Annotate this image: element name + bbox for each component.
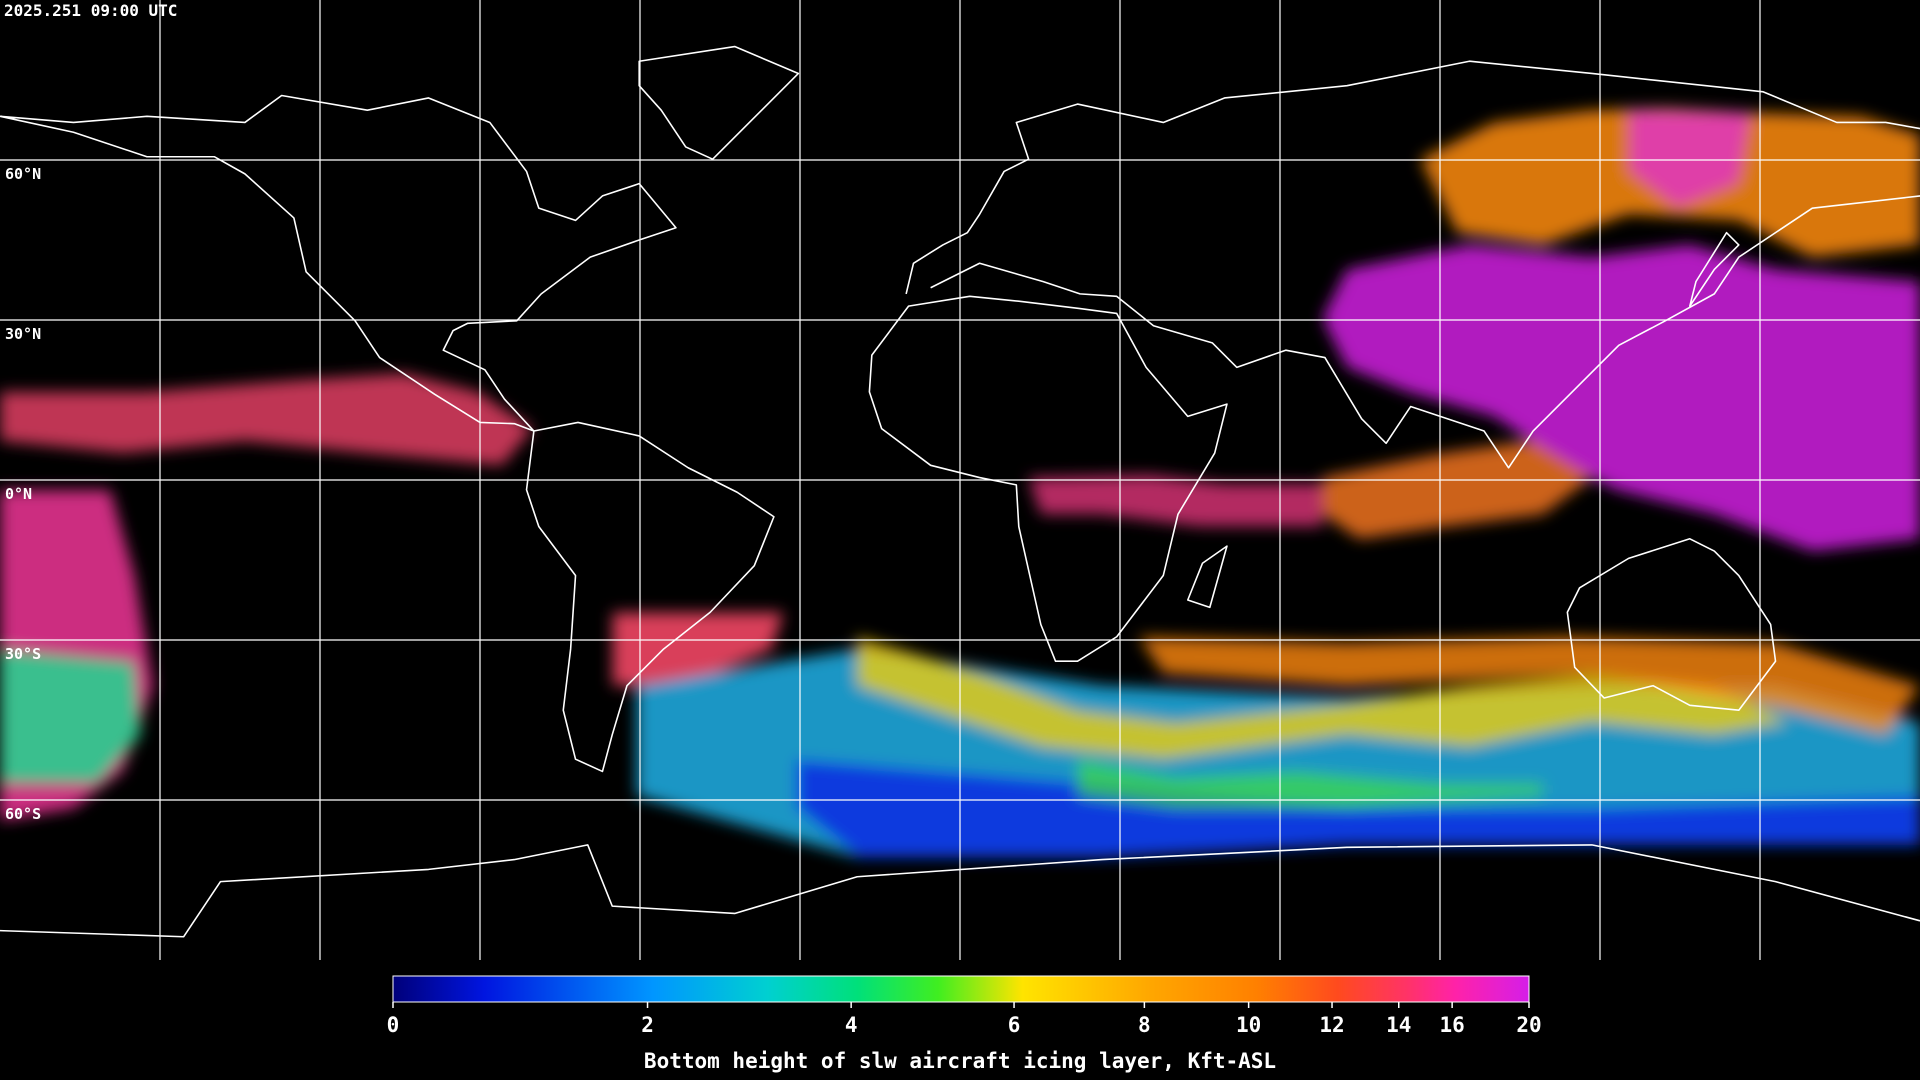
colorbar-tick-label: 0 <box>387 1013 400 1037</box>
latitude-label: 30°N <box>5 325 41 343</box>
colorbar-tick-label: 4 <box>845 1013 858 1037</box>
colorbar-tick-label: 8 <box>1138 1013 1151 1037</box>
colorbar-title: Bottom height of slw aircraft icing laye… <box>644 1049 1276 1073</box>
timestamp: 2025.251 09:00 UTC <box>4 1 177 20</box>
coastlines <box>0 45 1920 938</box>
colorbar-ticks: 0 2 4 6 8 10 12 14 16 20 <box>387 1002 1542 1037</box>
latitude-label: 30°S <box>5 645 41 663</box>
latitude-label: 60°N <box>5 165 41 183</box>
colorbar-tick-label: 14 <box>1386 1013 1411 1037</box>
colorbar-tick-label: 6 <box>1008 1013 1021 1037</box>
colorbar-tick-label: 12 <box>1319 1013 1344 1037</box>
latitude-label: 0°N <box>5 485 32 503</box>
colorbar-tick-label: 2 <box>641 1013 654 1037</box>
graticule <box>0 0 1920 960</box>
latitude-labels: 60°N 30°N 0°N 30°S 60°S <box>5 165 41 823</box>
colorbar <box>392 975 1530 1003</box>
latitude-label: 60°S <box>5 805 41 823</box>
colorbar-tick-label: 10 <box>1236 1013 1261 1037</box>
colorbar-tick-label: 16 <box>1439 1013 1464 1037</box>
colorbar-tick-label: 20 <box>1516 1013 1541 1037</box>
